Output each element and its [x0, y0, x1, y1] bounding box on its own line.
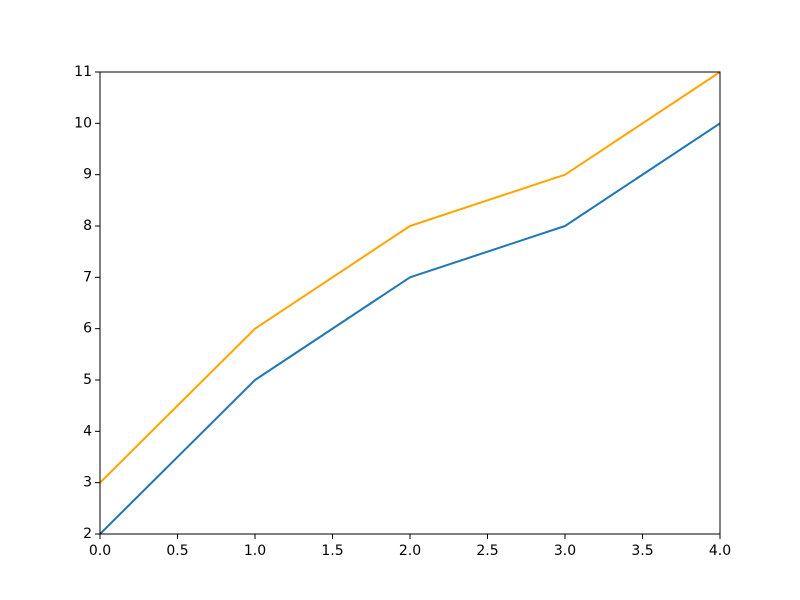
y-tick-label: 5 — [83, 372, 92, 388]
x-tick-label: 2.5 — [476, 543, 498, 559]
y-tick-label: 9 — [83, 167, 92, 183]
x-tick-label: 0.5 — [166, 543, 188, 559]
x-tick-label: 4.0 — [709, 543, 731, 559]
x-tick-label: 1.5 — [321, 543, 343, 559]
data-line — [99, 71, 721, 484]
axes-frame — [99, 71, 721, 535]
y-tick-label: 8 — [83, 218, 92, 234]
y-tick-label: 2 — [83, 526, 92, 542]
y-tick-label: 4 — [83, 423, 92, 439]
data-line — [99, 122, 721, 535]
x-tick-label: 0.0 — [89, 543, 111, 559]
y-tick-label: 11 — [74, 64, 92, 80]
y-tick-label: 10 — [74, 115, 92, 131]
y-tick-label: 6 — [83, 321, 92, 337]
x-tick-label: 3.0 — [554, 543, 576, 559]
x-tick-label: 2.0 — [399, 543, 421, 559]
y-tick-label: 3 — [83, 475, 92, 491]
y-tick-label: 7 — [83, 269, 92, 285]
x-tick-label: 3.5 — [631, 543, 653, 559]
x-tick-label: 1.0 — [244, 543, 266, 559]
